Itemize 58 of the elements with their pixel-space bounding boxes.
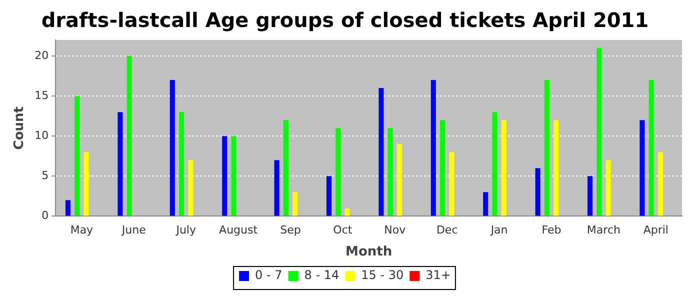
bar xyxy=(440,120,446,216)
bar xyxy=(274,160,280,216)
x-tick-label: May xyxy=(70,224,94,237)
legend-label: 31+ xyxy=(426,268,451,282)
legend-label: 0 - 7 xyxy=(255,268,282,282)
x-tick-label: Jan xyxy=(490,224,508,237)
x-tick-label: Sep xyxy=(280,224,301,237)
bar xyxy=(170,80,175,216)
x-tick-label: Feb xyxy=(542,224,562,237)
bar xyxy=(378,88,384,216)
bar xyxy=(231,136,236,216)
bar xyxy=(84,152,89,216)
x-tick-label: Dec xyxy=(436,224,458,237)
bar xyxy=(326,176,332,216)
bar xyxy=(336,128,341,216)
bar xyxy=(344,208,350,216)
bar xyxy=(648,80,654,216)
bar xyxy=(388,128,393,216)
bar xyxy=(179,112,184,216)
bar xyxy=(74,96,80,216)
x-tick-label: April xyxy=(643,224,668,237)
y-tick-label: 10 xyxy=(34,128,49,142)
y-tick-label: 5 xyxy=(42,169,49,182)
x-axis-title: Month xyxy=(346,244,392,260)
bar xyxy=(283,120,288,216)
y-tick-label: 0 xyxy=(42,209,49,222)
x-tick-label: Nov xyxy=(384,224,406,237)
legend-label: 15 - 30 xyxy=(361,268,404,282)
x-tick-label: March xyxy=(586,224,620,237)
bar xyxy=(188,160,194,216)
bar xyxy=(483,192,488,216)
bar xyxy=(606,160,611,216)
bar xyxy=(396,144,402,216)
x-tick-label: August xyxy=(219,224,258,237)
bar xyxy=(449,152,454,216)
bar xyxy=(492,112,498,216)
y-tick-label: 20 xyxy=(34,48,49,62)
bar xyxy=(658,152,663,216)
x-tick-label: Oct xyxy=(333,224,353,237)
bar xyxy=(65,200,71,216)
chart-title: drafts-lastcall Age groups of closed tickets April 2011 xyxy=(41,8,649,32)
bar xyxy=(126,56,132,216)
bar xyxy=(430,80,436,216)
bar xyxy=(596,48,602,216)
x-tick-label: July xyxy=(175,224,196,237)
y-axis-title: Count xyxy=(12,106,28,150)
y-tick-label: 15 xyxy=(34,88,49,102)
legend-label: 8 - 14 xyxy=(304,268,340,282)
bar xyxy=(222,136,228,216)
bar xyxy=(587,176,593,216)
bar xyxy=(118,112,123,216)
bar xyxy=(501,120,506,216)
x-tick-label: June xyxy=(120,224,146,237)
bar xyxy=(292,192,298,216)
bar xyxy=(535,168,540,216)
bar xyxy=(554,120,559,216)
bar xyxy=(640,120,645,216)
bar xyxy=(544,80,550,216)
